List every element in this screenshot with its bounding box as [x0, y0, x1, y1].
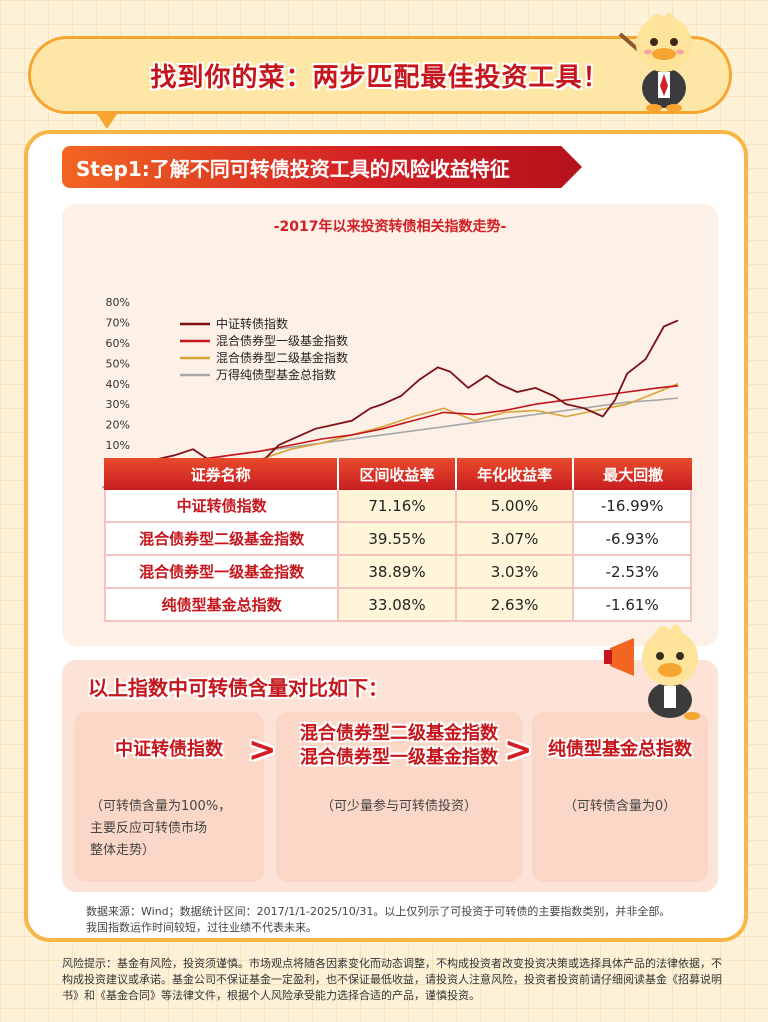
compare-col-1-desc-line3: 整体走势） — [90, 843, 156, 858]
y-tick-label: 30% — [106, 398, 130, 411]
table-cell: 5.00% — [456, 490, 575, 523]
data-source-line2: 我国指数运作时间较短，过往业绩不代表未来。 — [86, 921, 317, 934]
y-tick-label: 10% — [106, 439, 130, 452]
legend-label: 混合债券型二级基金指数 — [216, 350, 348, 365]
y-tick-label: 60% — [106, 337, 130, 350]
table-row: 混合债券型一级基金指数 38.89% 3.03% -2.53% — [104, 556, 692, 589]
table-row: 纯债型基金总指数 33.08% 2.63% -1.61% — [104, 589, 692, 622]
table-header-1: 区间收益率 — [339, 458, 457, 490]
compare-col-2-desc: （可少量参与可转债投资） — [320, 799, 477, 814]
y-tick-label: 50% — [106, 357, 130, 370]
step1-banner: Step1:了解不同可转债投资工具的风险收益特征 — [62, 146, 582, 188]
data-source-note: 数据来源：Wind；数据统计区间：2017/1/1-2025/10/31。以上仅… — [86, 904, 726, 936]
page-title: 找到你的菜：两步匹配最佳投资工具！ — [150, 62, 610, 93]
table-cell: 33.08% — [339, 589, 457, 622]
chart-title: -2017年以来投资转债相关指数走势- — [273, 219, 507, 235]
arrow-2: > — [504, 730, 533, 770]
table-cell: -16.99% — [574, 490, 692, 523]
table-cell: 混合债券型二级基金指数 — [104, 523, 340, 556]
table-cell: 2.63% — [456, 589, 575, 622]
y-tick-label: 40% — [106, 378, 130, 391]
table-cell: 混合债券型一级基金指数 — [104, 556, 340, 589]
table-cell: -1.61% — [574, 589, 692, 622]
table-row: 中证转债指数 71.16% 5.00% -16.99% — [104, 490, 692, 523]
stats-table: 证券名称 区间收益率 年化收益率 最大回撤 中证转债指数 71.16% 5.00% -16.… — [104, 458, 692, 622]
compare-col-2-label-line2: 混合债券型一级基金指数 — [300, 747, 498, 768]
duck-mascot-icon — [618, 12, 692, 112]
table-cell: -6.93% — [574, 523, 692, 556]
compare-col-1: 中证转债指数 （可转债含量为100%， 主要反应可转债市场 整体走势） — [74, 712, 264, 882]
table-cell: 38.89% — [339, 556, 457, 589]
legend-label: 混合债券型一级基金指数 — [216, 333, 348, 348]
table-body: 中证转债指数 71.16% 5.00% -16.99% 混合债券型二级基金指数 39.55… — [104, 490, 692, 622]
table-cell: 纯债型基金总指数 — [104, 589, 340, 622]
compare-col-2-label: 混合债券型二级基金指数 混合债券型一级基金指数 — [276, 722, 522, 770]
y-tick-label: 70% — [106, 316, 130, 329]
step1-label: Step1:了解不同可转债投资工具的风险收益特征 — [76, 156, 510, 181]
compare-col-3: 纯债型基金总指数 （可转债含量为0） — [532, 712, 708, 882]
title-bubble: 找到你的菜：两步匹配最佳投资工具！ — [28, 36, 732, 129]
compare-col-2-label-line1: 混合债券型二级基金指数 — [300, 723, 498, 744]
y-tick-label: 20% — [106, 419, 130, 432]
compare-col-1-desc-line1: （可转债含量为100%， — [90, 799, 232, 814]
risk-disclaimer: 风险提示：基金有风险，投资须谨慎。市场观点将随各因素变化而动态调整，不构成投资者… — [62, 957, 722, 1002]
arrow-1: > — [248, 730, 277, 770]
compare-col-1-desc: （可转债含量为100%， 主要反应可转债市场 整体走势） — [74, 796, 264, 862]
compare-col-2: 混合债券型二级基金指数 混合债券型一级基金指数 （可少量参与可转债投资） — [276, 712, 522, 882]
main-card: Step1:了解不同可转债投资工具的风险收益特征 -2017年以来投资转债相关指… — [24, 130, 748, 942]
data-source-line1: 数据来源：Wind；数据统计区间：2017/1/1-2025/10/31。以上仅… — [86, 905, 671, 918]
table-header-0: 证券名称 — [104, 458, 340, 490]
compare-col-1-desc-line2: 主要反应可转债市场 — [90, 821, 208, 836]
table-header-2: 年化收益率 — [456, 458, 575, 490]
megaphone-duck-icon — [604, 624, 700, 720]
compare-col-1-label: 中证转债指数 — [115, 739, 223, 760]
table-cell: 3.03% — [456, 556, 575, 589]
table-cell: 71.16% — [339, 490, 457, 523]
compare-panel: 以上指数中可转债含量对比如下： 中证转债指数 （可转债含量为100%， 主要反应… — [62, 660, 718, 892]
table-cell: 3.07% — [456, 523, 575, 556]
table-cell: -2.53% — [574, 556, 692, 589]
compare-col-3-label: 纯债型基金总指数 — [548, 739, 692, 760]
table-header-3: 最大回撤 — [574, 458, 692, 490]
legend-label: 中证转债指数 — [216, 316, 288, 331]
series-line — [137, 397, 679, 467]
table-header-row: 证券名称 区间收益率 年化收益率 最大回撤 — [104, 458, 692, 490]
table-cell: 中证转债指数 — [104, 490, 340, 523]
compare-col-3-desc: （可转债含量为0） — [563, 799, 677, 814]
y-tick-label: 80% — [106, 296, 130, 309]
table-cell: 39.55% — [339, 523, 457, 556]
table-row: 混合债券型二级基金指数 39.55% 3.07% -6.93% — [104, 523, 692, 556]
series-line — [137, 385, 679, 467]
legend-label: 万得纯债型基金总指数 — [216, 367, 336, 382]
compare-title: 以上指数中可转债含量对比如下： — [88, 676, 388, 700]
